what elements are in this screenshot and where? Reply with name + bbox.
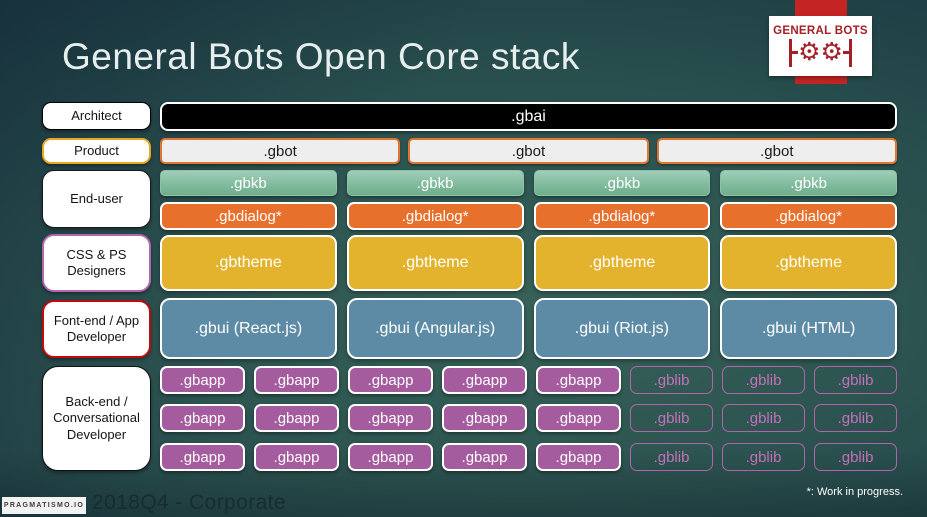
gbapp-block: .gbapp	[254, 366, 339, 394]
work-in-progress-note: *: Work in progress.	[806, 486, 903, 498]
gbapp-gblib-row-3: .gbapp .gbapp .gbapp .gbapp .gbapp .gbli…	[160, 443, 897, 471]
gbapp-block: .gbapp	[348, 443, 433, 471]
gbtheme-block: .gbtheme	[346, 235, 524, 291]
gbui-angular-block: .gbui (Angular.js)	[346, 298, 524, 359]
role-label-product: Product	[42, 138, 151, 164]
gbui-row: .gbui (React.js) .gbui (Angular.js) .gbu…	[160, 298, 897, 359]
gbtheme-block: .gbtheme	[533, 235, 711, 291]
gblib-block: .gblib	[814, 404, 897, 432]
logo-brand-text: GENERAL BOTS	[773, 24, 868, 37]
gear-icon: ⚙	[798, 38, 821, 66]
gbkb-block: .gbkb	[160, 170, 337, 196]
gbapp-block: .gbapp	[348, 404, 433, 432]
gbapp-block: .gbapp	[536, 366, 621, 394]
gbapp-block: .gbapp	[536, 443, 621, 471]
gbot-row: .gbot .gbot .gbot	[160, 138, 897, 164]
general-bots-logo: GENERAL BOTS ⚙ ⚙	[769, 16, 872, 76]
role-label-architect: Architect	[42, 102, 151, 130]
gblib-block: .gblib	[722, 443, 805, 471]
role-label-end-user: End-user	[42, 170, 151, 228]
gbdialog-block: .gbdialog*	[533, 202, 711, 230]
gbtheme-block: .gbtheme	[720, 235, 897, 291]
gblib-block: .gblib	[722, 404, 805, 432]
gbdialog-row: .gbdialog* .gbdialog* .gbdialog* .gbdial…	[160, 202, 897, 230]
gbtheme-block: .gbtheme	[160, 235, 337, 291]
gbdialog-block: .gbdialog*	[160, 202, 337, 230]
gbapp-block: .gbapp	[442, 404, 527, 432]
gbdialog-block: .gbdialog*	[346, 202, 524, 230]
pragmatismo-logo: PRAGMATISMO.IO	[2, 497, 86, 514]
page-title: General Bots Open Core stack	[62, 36, 580, 77]
gbapp-block: .gbapp	[160, 366, 245, 394]
gbui-react-block: .gbui (React.js)	[160, 298, 337, 359]
gblib-block: .gblib	[630, 366, 713, 394]
gbapp-gblib-row-1: .gbapp .gbapp .gbapp .gbapp .gbapp .gbli…	[160, 366, 897, 394]
gbapp-block: .gbapp	[254, 404, 339, 432]
slide-footer-edition: 2018Q4 - Corporate	[92, 491, 286, 514]
gbdialog-block: .gbdialog*	[720, 202, 897, 230]
gears-icon: ⚙ ⚙	[789, 38, 852, 68]
gbapp-block: .gbapp	[442, 443, 527, 471]
role-label-css-ps-designers: CSS & PS Designers	[42, 234, 151, 292]
gbkb-row: .gbkb .gbkb .gbkb .gbkb	[160, 170, 897, 196]
gbai-row: .gbai	[160, 102, 897, 131]
gbapp-block: .gbapp	[254, 443, 339, 471]
gbapp-block: .gbapp	[160, 443, 245, 471]
gbot-block: .gbot	[160, 138, 401, 164]
role-label-front-end-developer: Font-end / App Developer	[42, 300, 151, 358]
gbkb-block: .gbkb	[720, 170, 897, 196]
gear-icon: ⚙	[820, 38, 843, 66]
gbkb-block: .gbkb	[346, 170, 524, 196]
gear-flank-left-icon	[789, 38, 799, 68]
gbapp-block: .gbapp	[536, 404, 621, 432]
gbapp-block: .gbapp	[348, 366, 433, 394]
gblib-block: .gblib	[814, 443, 897, 471]
gblib-block: .gblib	[722, 366, 805, 394]
gbkb-block: .gbkb	[533, 170, 711, 196]
gbapp-block: .gbapp	[442, 366, 527, 394]
gbui-html-block: .gbui (HTML)	[720, 298, 897, 359]
pragmatismo-logo-text: PRAGMATISMO.IO	[3, 502, 85, 509]
gbtheme-row: .gbtheme .gbtheme .gbtheme .gbtheme	[160, 235, 897, 291]
gbai-block: .gbai	[160, 102, 897, 131]
gbapp-block: .gbapp	[160, 404, 245, 432]
gblib-block: .gblib	[814, 366, 897, 394]
role-label-back-end-developer: Back-end / Conversational Developer	[42, 366, 151, 471]
gbot-block: .gbot	[408, 138, 649, 164]
gear-flank-right-icon	[842, 38, 852, 68]
gblib-block: .gblib	[630, 443, 713, 471]
gbot-block: .gbot	[656, 138, 897, 164]
gblib-block: .gblib	[630, 404, 713, 432]
gbui-riot-block: .gbui (Riot.js)	[533, 298, 711, 359]
gbapp-gblib-row-2: .gbapp .gbapp .gbapp .gbapp .gbapp .gbli…	[160, 404, 897, 432]
